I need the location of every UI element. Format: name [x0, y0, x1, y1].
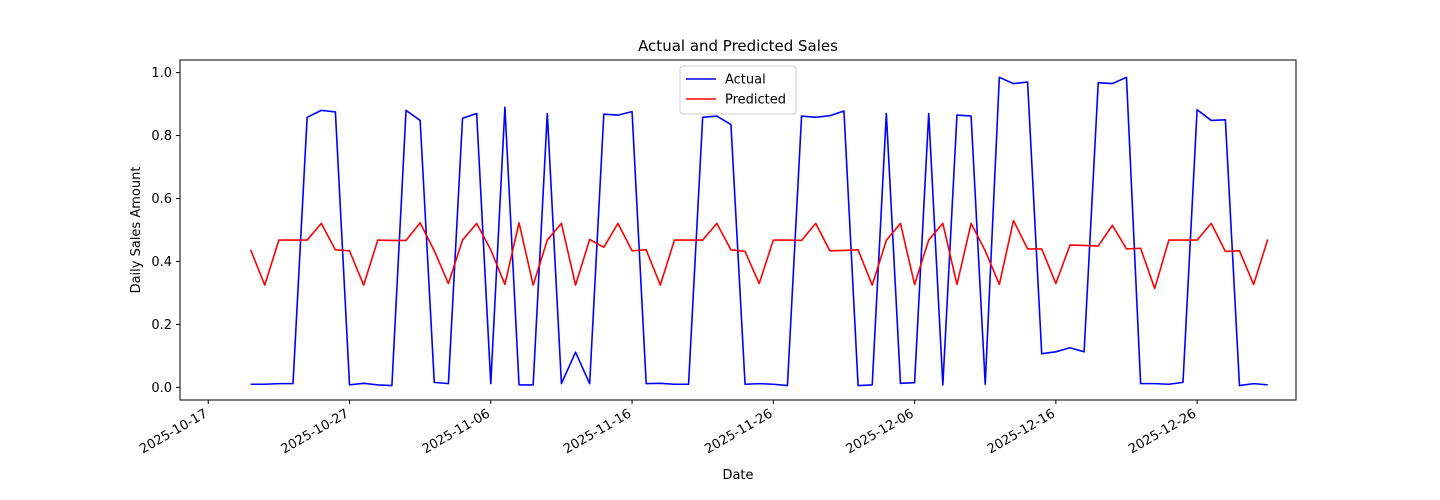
y-axis-label: Daily Sales Amount: [129, 167, 144, 294]
y-tick-label: 0.8: [151, 129, 172, 144]
y-axis: 0.0 0.2 0.4 0.6 0.8 1.0: [151, 66, 180, 396]
x-axis: 2025-10-17 2025-10-27 2025-11-06 2025-11-16…: [137, 400, 1199, 457]
series-line-predicted: [249, 219, 1269, 290]
x-tick-label: 2025-12-16: [985, 406, 1058, 457]
x-tick-label: 2025-12-06: [844, 406, 917, 457]
series-line-actual: [250, 76, 1268, 387]
legend-label-predicted: Predicted: [725, 93, 786, 108]
plot-frame: [179, 59, 1297, 401]
legend-box: [679, 65, 797, 115]
series-layer: [249, 76, 1269, 387]
x-axis-label: Date: [722, 468, 753, 483]
y-tick-label: 0.0: [151, 381, 172, 396]
y-tick-label: 1.0: [151, 66, 172, 81]
legend: Actual Predicted: [679, 65, 797, 115]
y-tick-label: 0.2: [151, 318, 172, 333]
chart-title: Actual and Predicted Sales: [638, 37, 838, 55]
legend-label-actual: Actual: [725, 73, 766, 88]
x-tick-label: 2025-10-17: [137, 406, 210, 457]
x-tick-label: 2025-10-27: [279, 406, 352, 457]
plot-area: [179, 59, 1297, 401]
x-tick-label: 2025-11-16: [561, 406, 634, 457]
x-tick-label: 2025-11-06: [420, 406, 493, 457]
y-tick-label: 0.4: [151, 255, 172, 270]
y-tick-label: 0.6: [151, 192, 172, 207]
x-tick-label: 2025-11-26: [702, 406, 775, 457]
x-tick-label: 2025-12-26: [1126, 406, 1199, 457]
